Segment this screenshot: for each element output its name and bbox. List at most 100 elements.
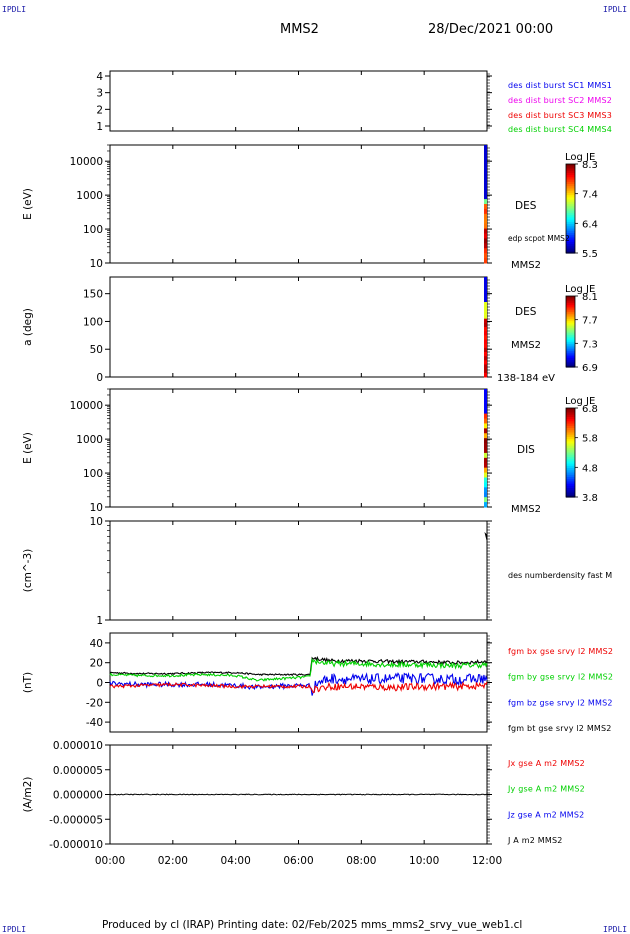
- des-pitch-colorbar-tick-label: 8.1: [582, 292, 598, 303]
- des-pitch-colorbar-cell: [566, 349, 575, 352]
- des-pitch-strip-cell: [484, 318, 487, 324]
- des-energy-y-tick-label: 10000: [70, 156, 103, 168]
- dis-energy-strip-cell: [484, 477, 487, 483]
- des-pitch-colorbar-cell: [566, 345, 575, 349]
- des-energy-strip-cell: [484, 218, 487, 225]
- des-energy-strip-cell: [484, 228, 487, 234]
- des-energy-colorbar-cell: [566, 181, 575, 185]
- x-tick-label: 06:00: [283, 855, 313, 867]
- des-energy-instrument-label: DES: [515, 200, 537, 212]
- dis-energy-colorbar-cell: [566, 476, 575, 480]
- des-pitch-spacecraft-label: MMS2: [511, 340, 541, 351]
- des-energy-strip-cell: [484, 169, 487, 175]
- des-pitch-colorbar-cell: [566, 340, 575, 343]
- des-energy-colorbar-cell: [566, 226, 575, 230]
- des-energy-strip-cell: [484, 258, 487, 264]
- des-energy-strip-cell: [484, 248, 487, 254]
- spacecraft-frame: [109, 70, 488, 132]
- density-y-tick-label: 10: [90, 516, 103, 528]
- dis-energy-strip-cell: [484, 433, 487, 439]
- des-energy-colorbar-cell: [566, 219, 575, 223]
- des-energy-y-axis-label: E (eV): [22, 188, 34, 220]
- des-pitch-strip-cell: [484, 314, 487, 320]
- des-energy-colorbar-title: Log JE: [565, 152, 595, 163]
- des-pitch-strip-cell: [484, 356, 487, 361]
- des-pitch-instrument-label: DES: [515, 306, 537, 318]
- des-energy-colorbar-cell: [566, 177, 575, 181]
- des-pitch-strip-cell: [484, 281, 487, 286]
- dis-energy-colorbar-cell: [566, 450, 575, 454]
- dis-energy-strip-cell: [484, 438, 487, 444]
- des-pitch-colorbar-cell: [566, 363, 575, 366]
- dis-energy-colorbar-cell: [566, 456, 575, 460]
- des-pitch-strip-cell: [484, 335, 487, 340]
- des-energy-colorbar-cell: [566, 186, 575, 190]
- dis-energy-strip-cell: [484, 487, 487, 493]
- magnetic-field-series-line: [109, 655, 488, 677]
- des-pitch-y-tick-label: 50: [90, 344, 103, 356]
- des-energy-strip-cell: [484, 164, 487, 171]
- des-energy-frame: [109, 144, 488, 264]
- des-energy-strip-cell: [484, 194, 487, 200]
- des-energy-colorbar-cell: [566, 179, 575, 183]
- des-pitch-colorbar-tick-label: 7.3: [582, 339, 598, 350]
- des-pitch-colorbar-cell: [566, 324, 575, 327]
- dis-energy-colorbar-cell: [566, 463, 575, 467]
- des-pitch-colorbar-cell: [566, 317, 575, 320]
- dis-energy-colorbar-cell: [566, 474, 575, 478]
- dis-energy-colorbar-cell: [566, 425, 575, 429]
- current-density-y-tick-label: 0.000000: [53, 790, 103, 802]
- des-energy-strip-cell: [484, 154, 487, 161]
- des-pitch-y-tick-label: 100: [83, 316, 103, 328]
- des-pitch-strip-cell: [484, 310, 487, 315]
- dis-energy-colorbar-title: Log JE: [565, 396, 595, 407]
- des-pitch-strip-cell: [484, 322, 487, 328]
- des-energy-colorbar-cell: [566, 175, 575, 178]
- des-pitch-colorbar-cell: [566, 351, 575, 354]
- des-energy-strip-cell: [484, 174, 487, 180]
- current-density-y-tick-label: -0.000005: [49, 814, 103, 826]
- des-energy-colorbar-cell: [566, 241, 575, 245]
- des-pitch-colorbar-cell: [566, 354, 575, 357]
- current-density-y-tick-label: 0.000010: [53, 740, 103, 752]
- des-pitch-strip-cell: [484, 352, 487, 357]
- des-pitch-strip-cell: [484, 289, 487, 295]
- des-energy-colorbar-tick-label: 5.5: [582, 249, 598, 260]
- x-tick-label: 04:00: [221, 855, 251, 867]
- density-y-tick-label: 1: [96, 615, 103, 627]
- dis-energy-colorbar-cell: [566, 428, 575, 431]
- des-pitch-colorbar-tick-label: 6.9: [582, 363, 598, 374]
- dis-energy-colorbar-cell: [566, 421, 575, 425]
- dis-energy-colorbar-cell: [566, 436, 575, 440]
- des-pitch-colorbar-cell: [566, 336, 575, 340]
- dis-energy-colorbar-cell: [566, 414, 575, 418]
- dis-energy-colorbar-cell: [566, 465, 575, 469]
- des-energy-strip-cell: [484, 208, 487, 215]
- des-pitch-colorbar-cell: [566, 361, 575, 365]
- corner-label-bottom-right: IPDLI: [603, 925, 628, 934]
- des-energy-colorbar-cell: [566, 195, 575, 198]
- des-pitch-colorbar-cell: [566, 343, 575, 347]
- corner-label-top-right: IPDLI: [603, 5, 628, 14]
- des-pitch-colorbar-frame: [565, 295, 576, 368]
- dis-energy-colorbar-cell: [566, 430, 575, 434]
- des-pitch-colorbar-cell: [566, 338, 575, 341]
- dis-energy-strip-cell: [484, 472, 487, 478]
- des-pitch-strip-cell: [484, 347, 487, 353]
- des-energy-colorbar-cell: [566, 232, 575, 236]
- magnetic-field-legend-entry: fgm by gse srvy l2 MMS2: [508, 673, 613, 682]
- summary-plot: 1 2 3 4 des dist burst SC1 MMS1 des dist burs…: [22, 70, 613, 867]
- des-energy-colorbar-cell: [566, 172, 575, 176]
- des-pitch-strip-cell: [484, 327, 487, 332]
- dis-energy-colorbar-tick-label: 5.8: [582, 434, 598, 445]
- spacecraft-y-tick-label: 4: [96, 71, 103, 83]
- x-tick-label: 02:00: [158, 855, 188, 867]
- des-energy-colorbar-tick-label: 8.3: [582, 160, 598, 171]
- dis-energy-strip-cell: [484, 428, 487, 434]
- des-energy-colorbar-cell: [566, 199, 575, 203]
- spacecraft-legend-entry: des dist burst SC2 MMS2: [508, 96, 612, 105]
- des-energy-potential-label: edp scpot MMS2: [508, 234, 570, 243]
- des-energy-colorbar-cell: [566, 250, 575, 254]
- dis-energy-y-tick-label: 10000: [70, 400, 103, 412]
- des-energy-colorbar-cell: [566, 224, 575, 227]
